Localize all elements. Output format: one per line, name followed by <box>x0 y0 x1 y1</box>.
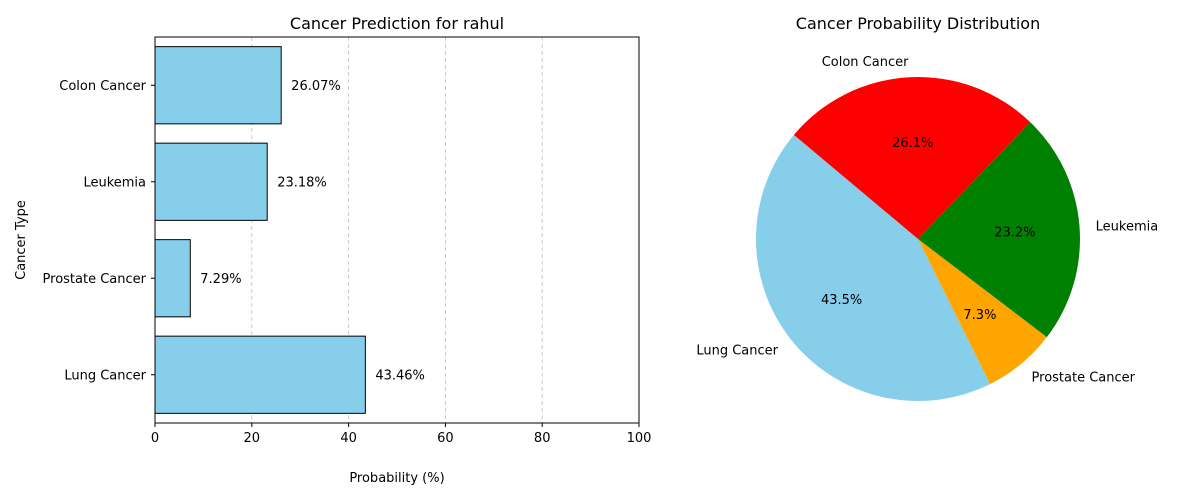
bar-x-axis-label: Probability (%) <box>349 471 444 486</box>
bar-value-label: 43.46% <box>375 368 425 383</box>
y-tick-label: Colon Cancer <box>59 79 146 94</box>
bar-x-axis: 0 20 40 60 80 100 <box>151 423 652 446</box>
y-tick-label: Leukemia <box>83 175 146 190</box>
x-tick-label: 40 <box>340 431 357 446</box>
bar-plot-frame <box>154 36 640 424</box>
x-tick-label: 80 <box>534 431 551 446</box>
bar-value-label: 7.29% <box>200 272 241 287</box>
pie-slice <box>918 239 1047 385</box>
pie-pct-label: 26.1% <box>892 136 933 151</box>
bar <box>154 239 191 318</box>
bar-chart-title: Cancer Prediction for rahul <box>290 14 504 33</box>
bar-series <box>154 46 366 414</box>
bar-chart: Cancer Prediction for rahul 0 20 40 60 80 100… <box>14 14 651 486</box>
bar <box>154 46 282 125</box>
bar-value-label: 23.18% <box>277 175 327 190</box>
pie-labels: 43.5% Lung Cancer 7.3% Prostate Cancer 23.2%… <box>696 55 1158 385</box>
bar-y-axis: Lung Cancer Prostate Cancer Leukemia Colon … <box>43 79 155 383</box>
bar <box>154 335 366 414</box>
pie-pct-label: 43.5% <box>821 293 862 308</box>
y-tick-label: Lung Cancer <box>64 368 146 383</box>
pie-slice-label: Colon Cancer <box>822 55 909 70</box>
pie-chart-title: Cancer Probability Distribution <box>796 14 1040 33</box>
pie-pct-label: 23.2% <box>994 226 1035 241</box>
pie-slice <box>793 77 1031 240</box>
pie-slice-label: Prostate Cancer <box>1032 370 1136 385</box>
pie-slices <box>756 77 1080 401</box>
bar-value-label: 26.07% <box>291 79 341 94</box>
pie-slice-label: Lung Cancer <box>696 343 778 358</box>
x-tick-label: 100 <box>627 431 652 446</box>
pie-slice-label: Leukemia <box>1096 219 1159 234</box>
y-tick-label: Prostate Cancer <box>43 272 147 287</box>
x-tick-label: 60 <box>437 431 454 446</box>
pie-pct-label: 7.3% <box>963 308 996 323</box>
x-tick-label: 0 <box>151 431 159 446</box>
bar-value-labels: 43.46% 7.29% 23.18% 26.07% <box>200 79 425 384</box>
pie-slice <box>918 122 1080 338</box>
pie-slice <box>756 134 991 401</box>
bar-y-axis-label: Cancer Type <box>14 200 29 280</box>
pie-chart: Cancer Probability Distribution 43.5% Lun… <box>696 14 1158 401</box>
x-tick-label: 20 <box>244 431 261 446</box>
bar <box>154 142 268 221</box>
